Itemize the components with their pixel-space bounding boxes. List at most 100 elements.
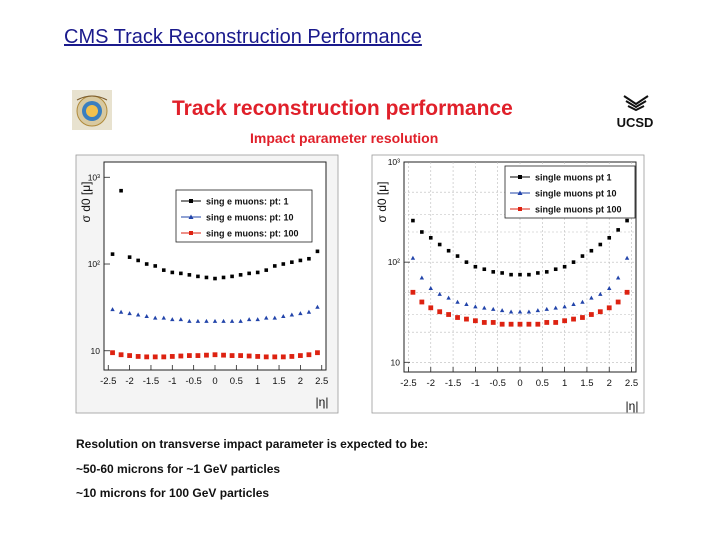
legend-label-2: single muons pt 10 (535, 189, 617, 199)
data-point-s2 (127, 311, 132, 316)
data-point-s1 (161, 268, 166, 272)
data-point-s3 (238, 353, 244, 358)
data-point-s2 (607, 285, 612, 290)
data-point-s1 (153, 264, 158, 268)
x-tick-label: -1 (471, 378, 479, 389)
data-point-s2 (212, 318, 218, 323)
data-point-s3 (597, 309, 603, 315)
data-point-s3 (169, 354, 175, 359)
y-tick-label: 10 (391, 357, 401, 367)
data-point-s2 (178, 317, 184, 322)
y-tick-label: 10³ (388, 157, 400, 167)
data-point-s3 (178, 353, 184, 359)
data-point-s1 (473, 264, 478, 269)
data-point-s2 (580, 299, 585, 304)
legend-marker-3 (189, 231, 193, 235)
data-point-s2 (553, 305, 558, 310)
data-point-s1 (509, 272, 513, 277)
data-point-s3 (544, 320, 550, 325)
data-point-s2 (589, 295, 594, 300)
data-point-s3 (481, 320, 487, 325)
data-point-s3 (562, 318, 568, 324)
data-point-s3 (229, 353, 235, 358)
data-point-s1 (598, 242, 603, 247)
x-tick-label: 2.5 (625, 378, 638, 389)
data-point-s1 (238, 273, 243, 277)
data-point-s3 (186, 353, 192, 358)
data-point-s2 (562, 304, 567, 309)
notes: Resolution on transverse impact paramete… (76, 432, 428, 506)
data-point-s1 (411, 218, 415, 223)
data-point-s3 (410, 289, 416, 295)
data-point-s2 (598, 291, 603, 296)
data-point-s3 (553, 320, 559, 325)
legend-label-3: sing e muons: pt: 100 (206, 229, 299, 239)
data-point-s2 (144, 314, 149, 319)
x-tick-label: -2 (125, 376, 133, 387)
data-point-s3 (315, 350, 320, 356)
data-point-s3 (535, 321, 541, 327)
x-tick-label: -2.5 (100, 376, 116, 387)
data-point-s3 (455, 315, 460, 320)
data-point-s2 (428, 285, 433, 290)
data-point-s2 (473, 304, 478, 309)
data-point-s1 (213, 276, 217, 281)
slide-title: CMS Track Reconstruction Performance (64, 26, 422, 48)
data-point-s2 (419, 275, 425, 280)
note-line-2: ~50-60 microns for ~1 GeV particles (76, 461, 281, 476)
data-point-s1 (230, 274, 234, 279)
ucsd-logo: UCSD (617, 95, 653, 130)
data-point-s2 (315, 304, 320, 309)
data-point-s3 (289, 354, 295, 359)
data-point-s3 (571, 316, 576, 322)
data-point-s3 (204, 352, 209, 358)
data-point-s2 (455, 299, 460, 304)
data-point-s2 (161, 315, 166, 320)
x-tick-label: 1.5 (272, 376, 285, 387)
data-point-s1 (544, 270, 549, 274)
y-axis-label: σ d0 [μ] (79, 181, 93, 222)
data-point-s1 (315, 249, 320, 254)
data-point-s3 (437, 309, 443, 315)
y-tick-label: 10² (88, 259, 100, 269)
data-point-s1 (446, 248, 451, 253)
data-point-s3 (490, 320, 496, 325)
data-point-s1 (571, 260, 576, 264)
data-point-s2 (499, 308, 505, 313)
data-point-s3 (499, 321, 505, 327)
data-point-s2 (624, 255, 630, 260)
data-point-s2 (170, 317, 175, 322)
x-tick-label: 1 (562, 378, 567, 389)
data-point-s3 (127, 353, 133, 358)
data-point-s3 (144, 354, 150, 360)
data-point-s1 (179, 271, 183, 276)
x-tick-label: 0 (517, 378, 522, 389)
data-point-s1 (144, 262, 149, 266)
legend-marker-1 (518, 175, 522, 179)
legend-marker-1 (189, 199, 193, 203)
x-tick-label: -1 (168, 376, 176, 387)
data-point-s2 (289, 312, 295, 317)
data-point-s2 (517, 309, 523, 314)
data-point-s3 (526, 321, 532, 327)
data-point-s3 (472, 318, 478, 324)
legend-marker-2 (188, 214, 194, 219)
data-point-s1 (281, 262, 286, 266)
data-point-s1 (536, 271, 540, 275)
data-point-s1 (482, 267, 487, 272)
legend-marker-3 (518, 207, 522, 211)
data-point-s3 (615, 299, 621, 305)
x-tick-label: -0.5 (490, 378, 506, 389)
x-tick-label: -0.5 (185, 376, 201, 387)
data-point-s1 (518, 272, 522, 277)
data-point-s2 (446, 295, 451, 300)
data-point-s3 (161, 354, 167, 360)
data-point-s1 (204, 275, 209, 280)
data-point-s2 (246, 317, 252, 322)
data-point-s1 (580, 254, 585, 258)
data-point-s1 (110, 252, 115, 256)
data-point-s2 (204, 318, 209, 323)
legend-marker-2 (517, 190, 523, 195)
